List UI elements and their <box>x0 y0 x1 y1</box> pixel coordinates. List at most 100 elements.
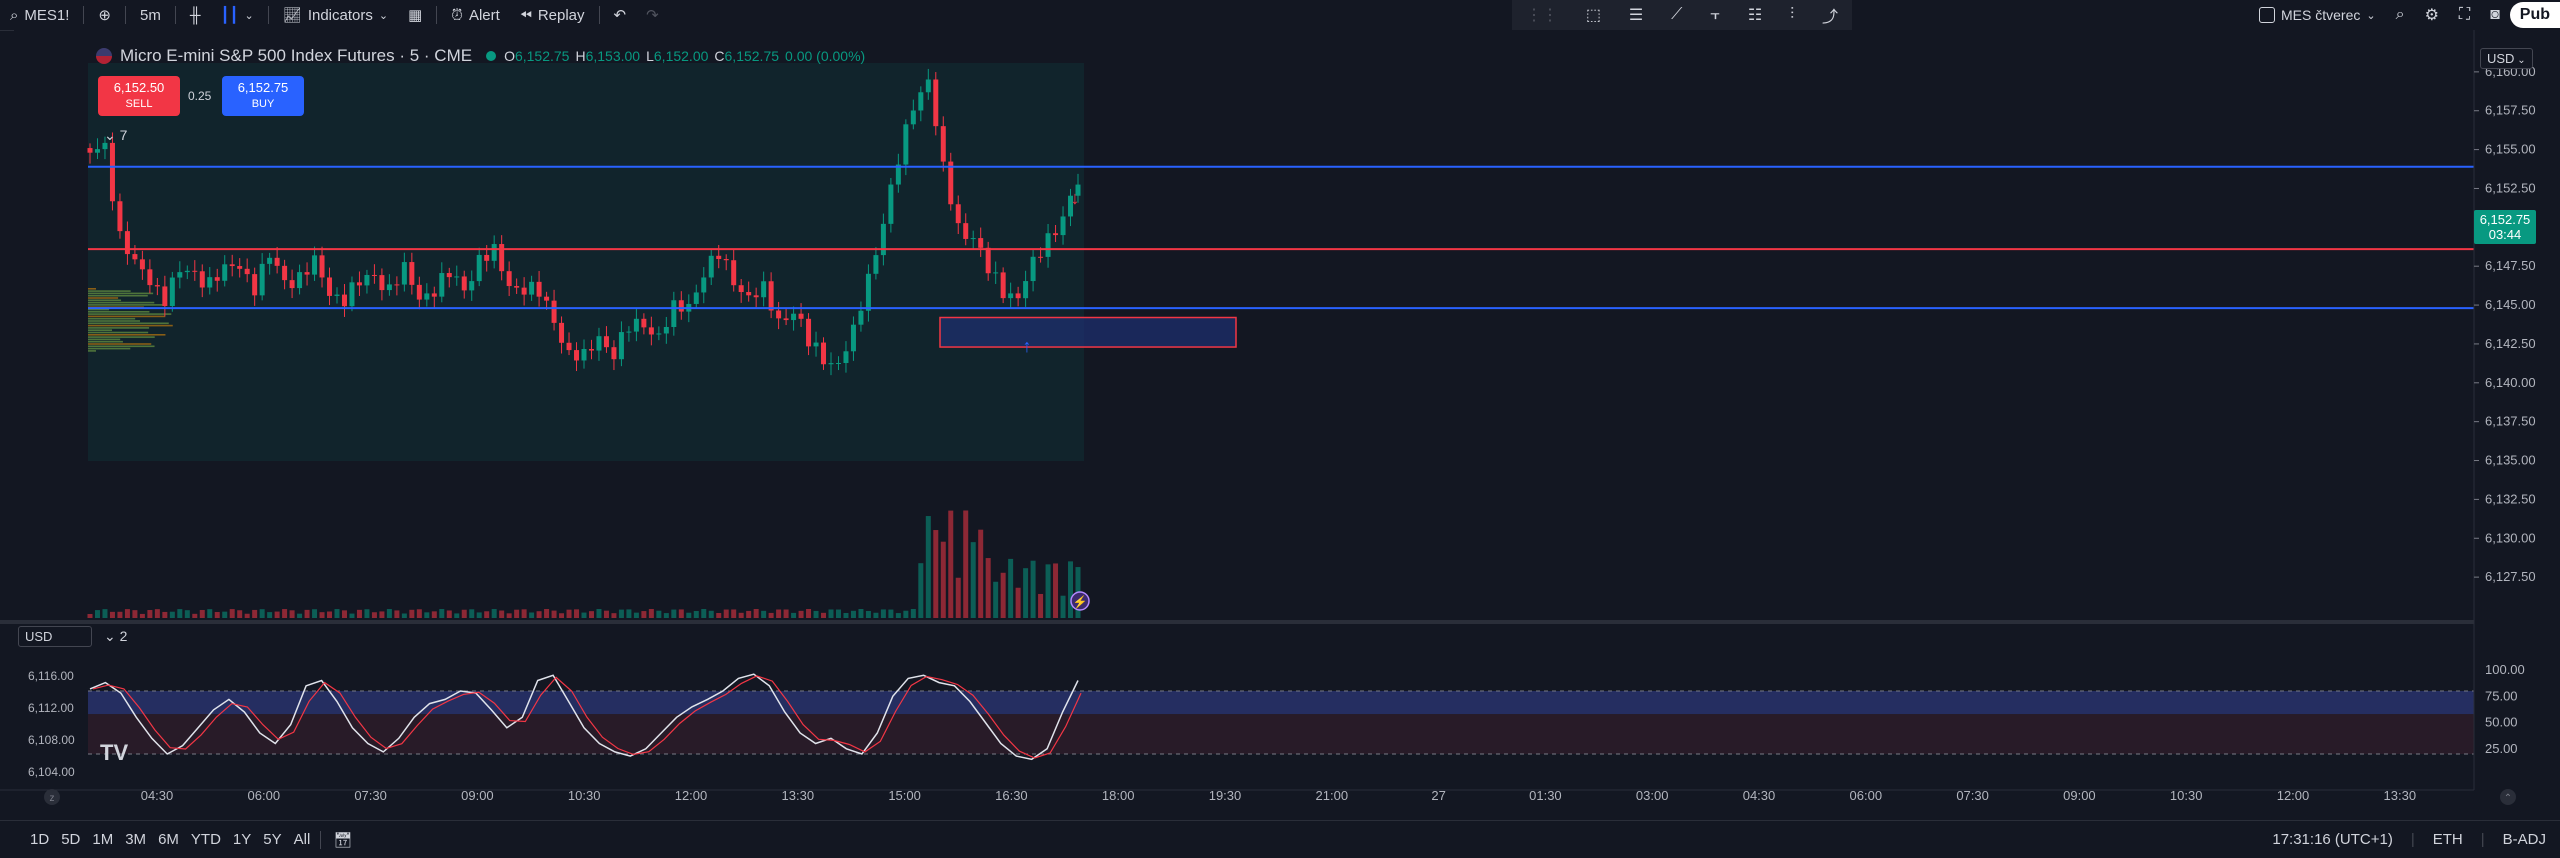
range-button-ytd[interactable]: YTD <box>190 831 221 848</box>
undo-button[interactable]: ↶ <box>604 0 637 30</box>
go-to-date-button[interactable]: 📅︎ <box>325 831 360 849</box>
fork-tool-icon[interactable]: ⫟ <box>1710 6 1720 23</box>
pane2-collapse-toggle[interactable]: ⌄ 2 <box>104 628 127 645</box>
volume-profile-row <box>88 327 150 329</box>
search-icon: ⌕ <box>10 6 19 24</box>
separator <box>174 6 176 24</box>
time-tick-label: 09:00 <box>461 788 494 803</box>
publish-button[interactable]: Pub <box>2509 2 2560 28</box>
lightning-event-icon[interactable] <box>1070 591 1090 611</box>
price-tick-label: 6,137.50 <box>2485 414 2536 429</box>
interval-button[interactable]: 5m <box>130 0 171 30</box>
chart-canvas[interactable]: ↓ ↑ ⚡ 6,160.006,157.506,155.006,152.506,… <box>0 30 2560 820</box>
drag-handle-icon[interactable]: ⋮⋮ <box>1525 7 1558 24</box>
volume-bar <box>177 609 183 618</box>
timezone-clock[interactable]: 17:31:16 (UTC+1) <box>2272 831 2393 848</box>
volume-bar <box>574 609 580 618</box>
candle-body <box>207 277 213 288</box>
alarm-clock-icon: ⏰︎ <box>451 6 463 24</box>
price-zone-box[interactable] <box>939 316 1237 348</box>
volume-bar <box>536 611 542 618</box>
chevrons-up-icon: ⌃ <box>2504 793 2512 804</box>
volume-bar <box>484 611 490 618</box>
pane-separator[interactable] <box>0 620 2560 624</box>
volume-bar <box>371 612 377 618</box>
volume-bar <box>828 609 834 618</box>
alert-button[interactable]: ⏰︎ Alert <box>441 0 510 30</box>
volume-bar <box>529 612 535 618</box>
adjustment-toggle[interactable]: B-ADJ <box>2502 831 2546 848</box>
candle-body <box>454 276 460 278</box>
currency-selector[interactable]: USD ⌄ <box>2480 48 2533 69</box>
candle-body <box>94 149 100 153</box>
candles-type-button[interactable]: ┃┃ ⌄ <box>210 0 263 30</box>
camera-icon: ◙ <box>2490 6 2500 23</box>
redo-button[interactable]: ↷ <box>636 0 669 30</box>
rectangle-tool-icon[interactable]: ⬚ <box>1585 7 1601 24</box>
volume-bar <box>327 611 333 618</box>
candle-body <box>484 254 490 261</box>
indicators-button[interactable]: 📈︎ Indicators ⌄ <box>273 0 398 30</box>
candle-body <box>1015 293 1021 299</box>
volume-profile-row <box>88 347 131 350</box>
quick-search-button[interactable]: ⌕ <box>2386 0 2415 30</box>
volume-bar <box>259 609 265 618</box>
scroll-to-end-button[interactable] <box>2500 789 2516 805</box>
long-position-tool-icon[interactable]: ☷ <box>1747 7 1763 24</box>
layout-menu-button[interactable]: MES čtverec ⌄ <box>2249 0 2386 30</box>
settings-button[interactable]: ⚙ <box>2415 0 2449 30</box>
gear-icon: ⚙ <box>2424 7 2439 24</box>
bar-type-button[interactable]: ╫ <box>180 0 211 30</box>
volume-bar <box>491 609 497 618</box>
volume-bar <box>776 609 782 618</box>
candle-body <box>252 274 258 296</box>
ohlc-values: O6,152.75 H6,153.00 L6,152.00 C6,152.75 … <box>504 48 865 64</box>
snapshot-button[interactable]: ◙ <box>2480 0 2510 30</box>
volume-bar <box>514 609 520 618</box>
chevron-down-icon: ⌄ <box>2366 9 2376 22</box>
candle-body <box>109 142 115 202</box>
range-button-1m[interactable]: 1M <box>92 831 114 848</box>
fullscreen-button[interactable]: ⛶ <box>2449 0 2480 30</box>
replay-button[interactable]: ⏪︎ Replay <box>510 0 595 30</box>
volume-profile-row <box>88 334 166 336</box>
vertical-line-tool-icon[interactable]: ⫶ <box>1790 6 1795 23</box>
left-currency-selector[interactable]: USD <box>18 626 92 647</box>
range-button-3m[interactable]: 3M <box>125 831 147 848</box>
volume-bar <box>933 530 939 618</box>
tradingview-logo[interactable]: TV <box>100 740 128 765</box>
candle-body <box>132 254 138 260</box>
path-tool-icon[interactable]: ⤴ <box>1822 9 1839 26</box>
candle-body <box>476 254 482 282</box>
time-axis[interactable] <box>0 790 2560 820</box>
position-tool-icon[interactable]: ☰ <box>1628 7 1644 24</box>
sell-button[interactable]: 6,152.50 SELL <box>98 76 180 116</box>
range-button-all[interactable]: All <box>293 831 311 848</box>
range-button-1y[interactable]: 1Y <box>232 831 252 848</box>
buy-button[interactable]: 6,152.75 BUY <box>222 76 304 116</box>
trend-line-tool-icon[interactable]: ⟋ <box>1671 6 1683 23</box>
candle-body <box>341 294 347 307</box>
range-button-1d[interactable]: 1D <box>30 831 50 848</box>
zoom-reset-button[interactable] <box>44 789 60 805</box>
volume-bar <box>768 612 774 618</box>
symbol-search-button[interactable]: ⌕ MES1! <box>0 0 79 30</box>
volume-profile-row <box>88 294 148 297</box>
volume-bar <box>1015 587 1021 618</box>
range-button-6m[interactable]: 6M <box>158 831 179 848</box>
volume-profile-row <box>88 311 150 313</box>
price-axis[interactable] <box>2474 30 2560 790</box>
range-button-5d[interactable]: 5D <box>61 831 81 848</box>
left-tick-label: 6,112.00 <box>28 701 74 715</box>
indicators-collapse-toggle[interactable]: ⌄ 7 <box>104 127 127 144</box>
time-tick-label: 27 <box>1431 788 1445 803</box>
range-button-5y[interactable]: 5Y <box>263 831 282 848</box>
candle-body <box>1053 233 1059 236</box>
symbol-title[interactable]: Micro E-mini S&P 500 Index Futures · 5 ·… <box>120 46 473 65</box>
templates-button[interactable]: ▦ <box>398 0 432 30</box>
candle-body <box>611 347 617 360</box>
candle-body <box>693 292 699 304</box>
compare-symbol-button[interactable]: ⊕ <box>88 0 121 30</box>
session-toggle[interactable]: ETH <box>2432 831 2463 848</box>
candle-body <box>461 276 467 291</box>
